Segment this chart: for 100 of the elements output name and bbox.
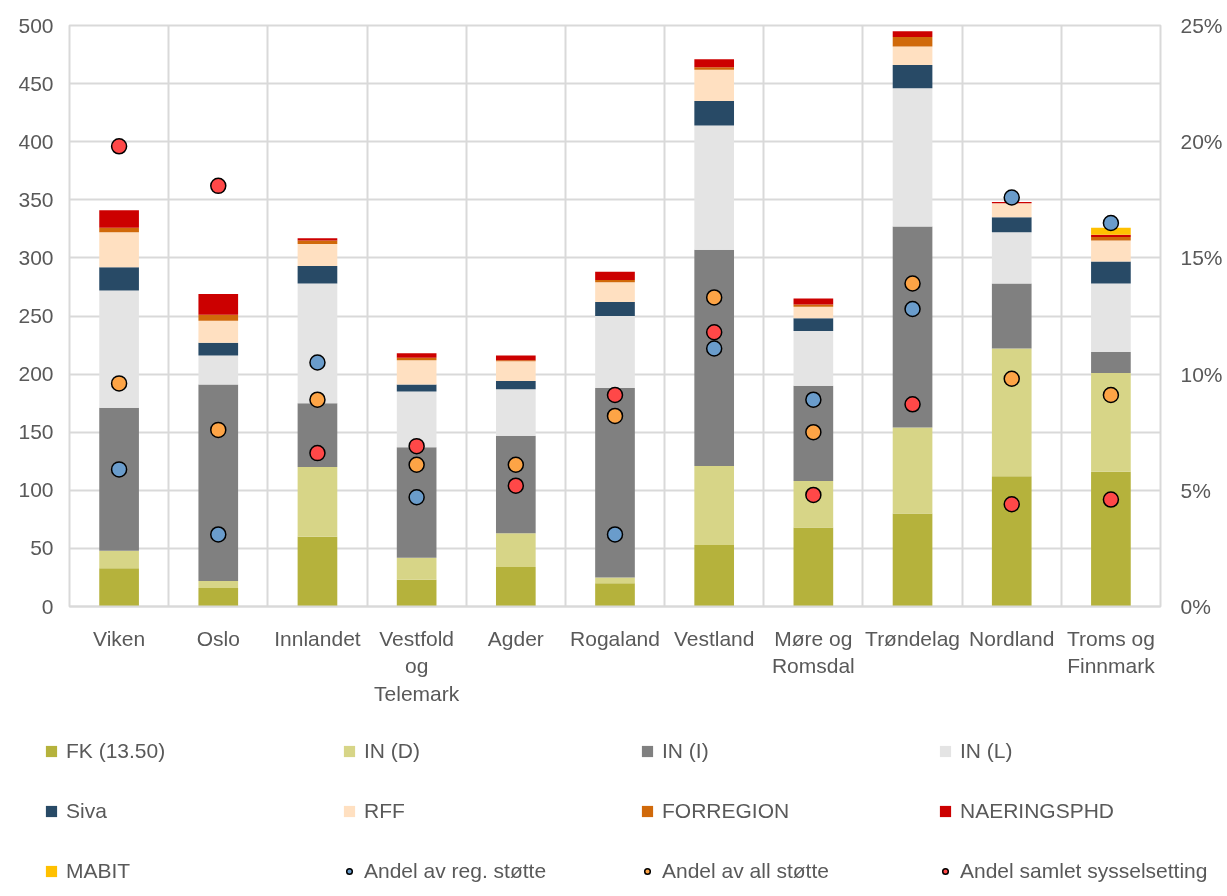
bar <box>694 544 735 607</box>
y2-tick-label: 10% <box>1180 362 1223 386</box>
point <box>210 421 227 439</box>
bar <box>595 302 635 316</box>
bar <box>595 577 635 584</box>
x-tick-label: Innlandet <box>274 626 361 650</box>
legend-label: Andel samlet sysselsetting <box>960 858 1208 884</box>
legend-label: MABIT <box>66 858 132 884</box>
bar <box>99 407 139 551</box>
legend-label: IN (L) <box>960 738 1014 764</box>
bar <box>694 67 735 70</box>
x-tick-label: Oslo <box>196 626 240 650</box>
y-tick-label: 250 <box>18 304 54 327</box>
legend-label: Siva <box>66 798 108 824</box>
y2-tick-label: 5% <box>1180 478 1211 502</box>
point <box>705 340 723 357</box>
y-tick-label: 500 <box>18 13 54 37</box>
bar <box>892 46 933 66</box>
y-tick-label: 200 <box>18 362 54 386</box>
bar <box>892 513 933 607</box>
bar <box>892 427 933 514</box>
bar <box>297 283 338 404</box>
x-tick-label: Møre og Romsdal <box>771 626 855 678</box>
point <box>507 477 525 494</box>
x-tick-label: Nordland <box>969 626 1055 650</box>
point <box>705 289 723 306</box>
bar <box>595 388 635 578</box>
bar <box>694 249 735 466</box>
point <box>606 407 624 425</box>
y-tick-label: 0 <box>41 594 54 618</box>
bar <box>991 217 1032 233</box>
bar <box>495 566 536 607</box>
point <box>408 437 425 455</box>
bar <box>396 391 437 448</box>
point <box>904 396 921 413</box>
bar <box>297 266 338 284</box>
bar <box>495 381 536 390</box>
point <box>408 456 425 473</box>
legend-label: FORREGION <box>662 798 791 824</box>
x-tick-label: Rogaland <box>570 626 660 650</box>
bar <box>991 283 1032 349</box>
point <box>805 423 822 441</box>
bar <box>595 282 635 303</box>
bar <box>595 316 635 389</box>
bar <box>396 579 437 607</box>
bar <box>495 533 536 567</box>
point <box>110 138 128 155</box>
bar <box>1091 283 1131 353</box>
bar <box>1091 240 1131 262</box>
bar <box>892 65 933 89</box>
point <box>309 354 326 371</box>
bar <box>99 232 139 268</box>
bar <box>99 290 139 408</box>
legend-label: Andel av reg. støtte <box>364 858 548 884</box>
bar <box>694 465 735 545</box>
point <box>408 489 425 506</box>
bar <box>793 318 834 332</box>
point <box>805 486 822 504</box>
legend-label: RFF <box>364 798 406 824</box>
bar <box>495 361 536 382</box>
bar <box>198 314 239 321</box>
point <box>309 391 326 408</box>
point <box>1003 370 1020 387</box>
bar <box>396 557 437 580</box>
bar <box>198 355 239 385</box>
y-tick-label: 100 <box>18 478 54 502</box>
bar <box>495 389 536 436</box>
point <box>110 461 128 478</box>
x-tick-label: Vestfold og Telemark <box>374 626 460 705</box>
bar <box>694 101 735 126</box>
bar <box>198 587 239 607</box>
point <box>210 526 227 543</box>
y-tick-label: 400 <box>18 129 54 153</box>
y2-tick-label: 0% <box>1180 595 1211 618</box>
bar <box>1091 352 1131 373</box>
bar <box>892 37 933 47</box>
bar <box>198 580 239 588</box>
y2-tick-label: 20% <box>1180 130 1223 154</box>
bar <box>793 527 834 607</box>
bar <box>694 125 735 250</box>
bar <box>99 267 139 291</box>
y2-tick-label: 25% <box>1180 14 1223 37</box>
point <box>805 391 822 408</box>
bar <box>793 331 834 386</box>
legend-label: FK (13.50) <box>66 738 167 764</box>
bar <box>297 467 338 537</box>
bar <box>198 384 239 581</box>
bar <box>793 306 834 319</box>
bar <box>198 320 239 343</box>
point <box>606 386 624 404</box>
legend-label: IN (D) <box>364 738 421 764</box>
point <box>705 324 723 341</box>
point <box>1102 214 1120 232</box>
point <box>1102 386 1120 404</box>
bar <box>694 69 735 102</box>
bar <box>892 88 933 227</box>
point <box>507 456 525 473</box>
bar <box>1091 372 1131 472</box>
x-tick-label: Trøndelag <box>865 626 961 650</box>
point <box>606 526 624 543</box>
